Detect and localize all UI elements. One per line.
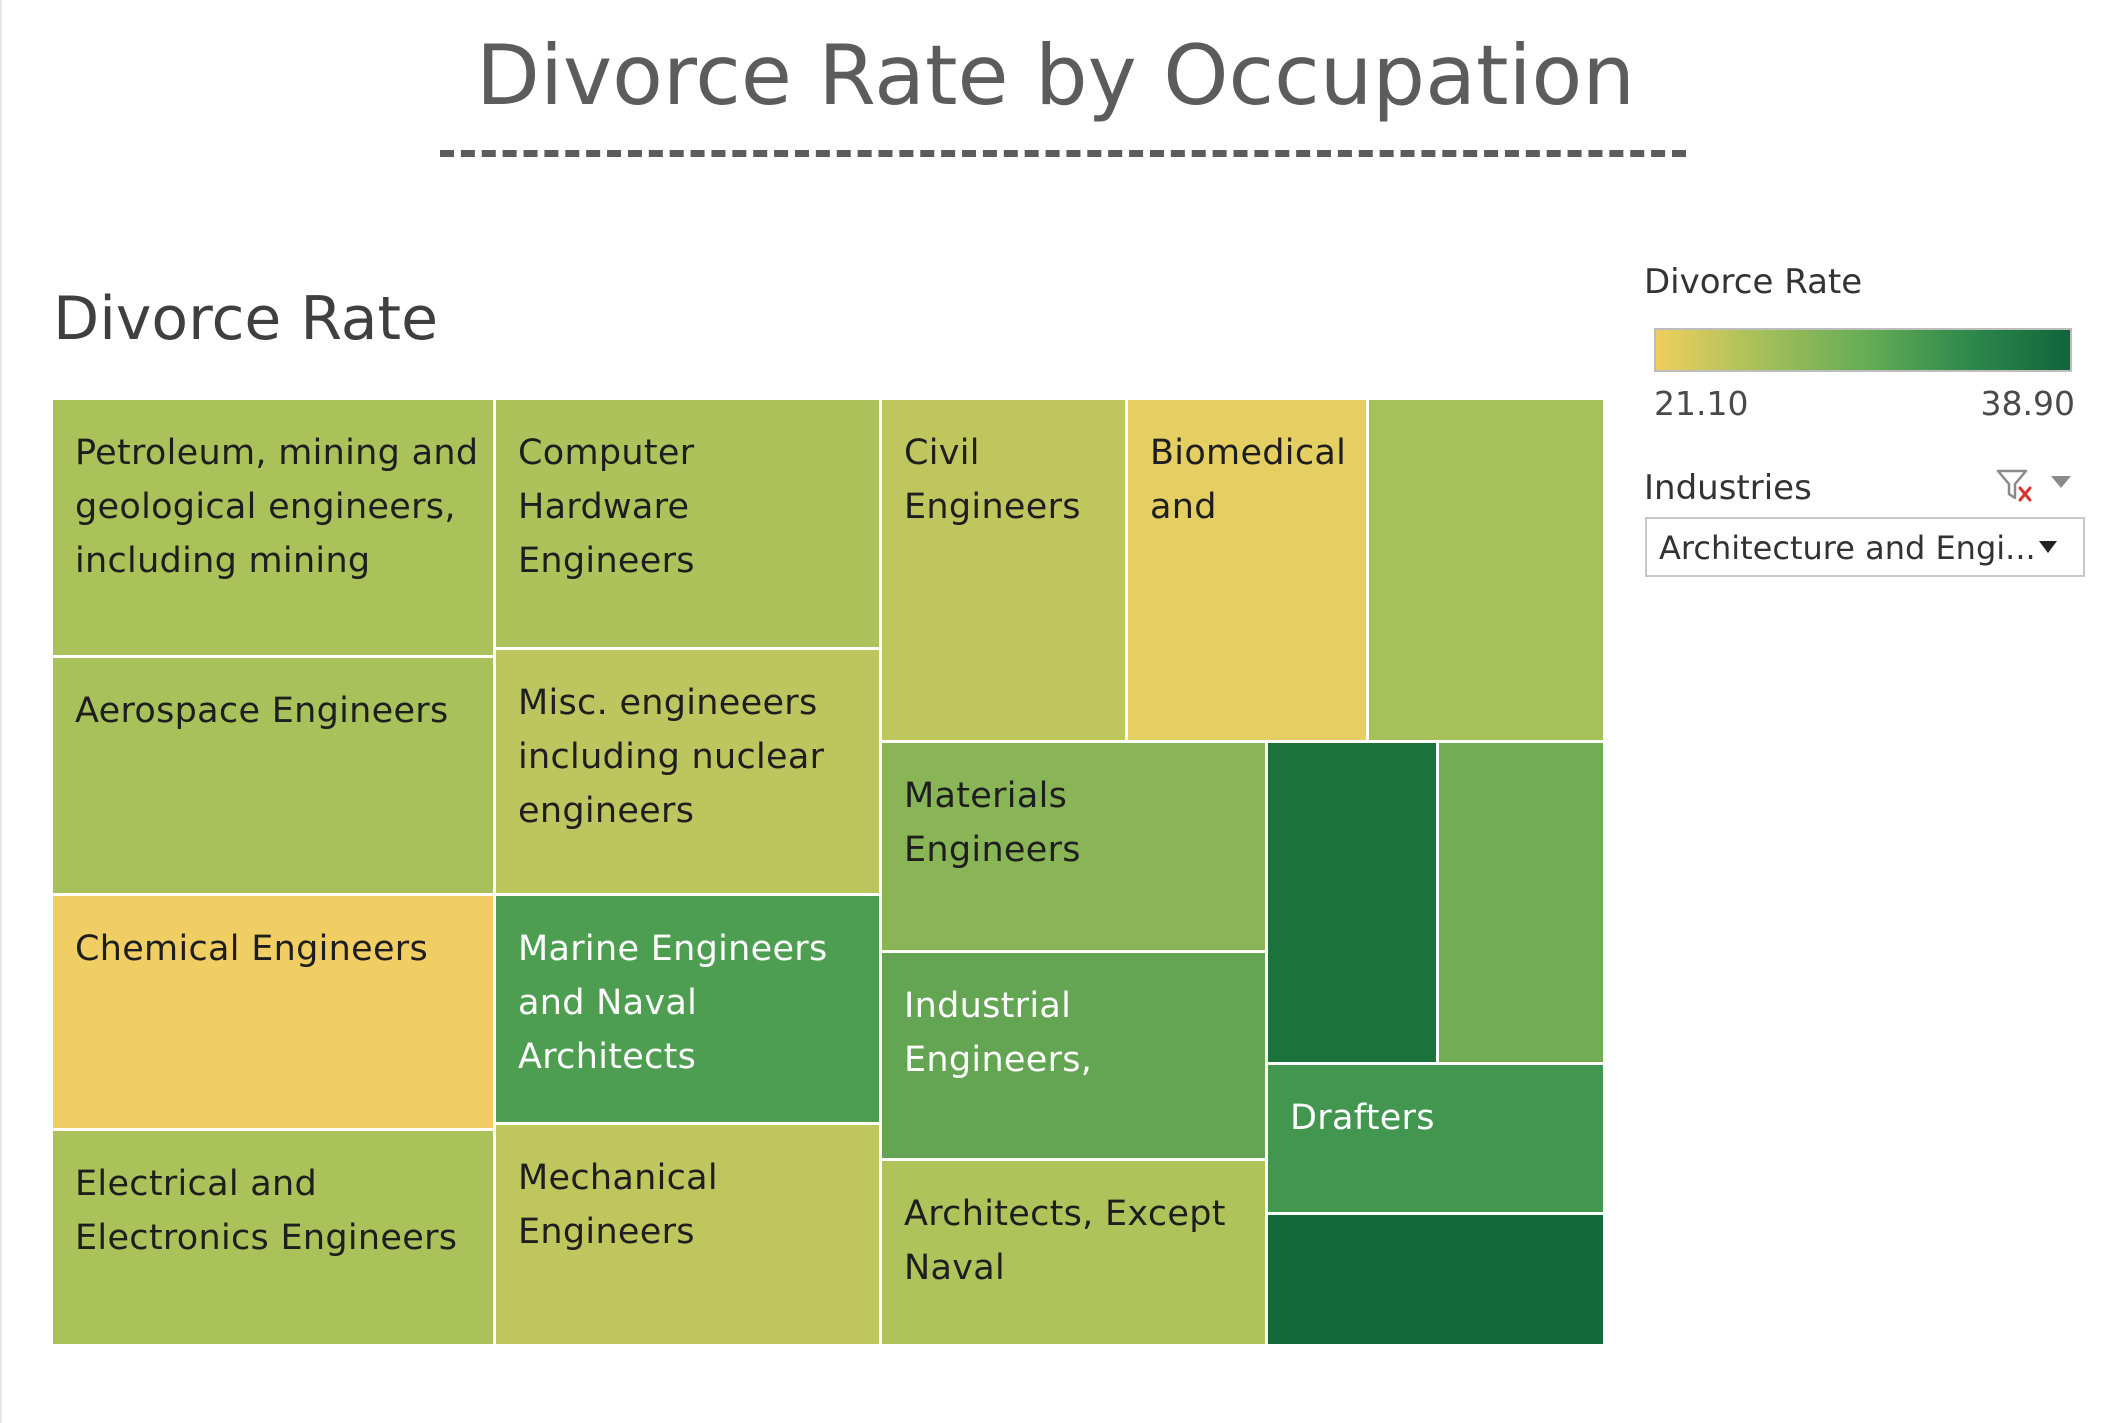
treemap-tile[interactable] — [1268, 743, 1439, 1065]
treemap-tile[interactable]: Drafters — [1268, 1065, 1606, 1215]
chevron-down-icon[interactable] — [2050, 474, 2072, 490]
dashboard-title: Divorce Rate by Occupation — [476, 27, 1635, 124]
title-divider — [440, 150, 1686, 157]
treemap-tile-label: Petroleum, mining and geological enginee… — [75, 433, 479, 581]
industries-filter-title: Industries — [1644, 468, 1812, 508]
color-legend-max: 38.90 — [1980, 384, 2075, 423]
color-legend-gradient — [1654, 328, 2072, 372]
treemap-tile[interactable]: Marine Engineers and Naval Architects — [496, 896, 882, 1125]
treemap-tile-label: Drafters — [1290, 1098, 1435, 1138]
treemap-tile[interactable]: Chemical Engineers — [53, 896, 496, 1131]
treemap-tile[interactable]: Petroleum, mining and geological enginee… — [53, 400, 496, 658]
treemap-tile[interactable] — [1369, 400, 1606, 743]
treemap-tile-label: Aerospace Engineers — [75, 691, 449, 731]
treemap-tile[interactable]: Computer Hardware Engineers — [496, 400, 882, 650]
treemap-tile[interactable]: Electrical and Electronics Engineers — [53, 1131, 496, 1347]
treemap-tile[interactable]: Materials Engineers — [882, 743, 1268, 953]
treemap-tile[interactable]: Industrial Engineers, — [882, 953, 1268, 1161]
left-border — [0, 0, 2, 1423]
industries-filter-dropdown[interactable]: Architecture and Engi... — [1645, 517, 2085, 577]
treemap-tile-label: Civil Engineers — [904, 433, 1081, 527]
color-legend-min: 21.10 — [1654, 384, 1749, 423]
treemap-tile[interactable]: Mechanical Engineers — [496, 1125, 882, 1347]
treemap-tile-label: Materials Engineers — [904, 776, 1081, 870]
treemap-tile[interactable]: Aerospace Engineers — [53, 658, 496, 896]
treemap-tile[interactable]: Misc. engineeers including nuclear engin… — [496, 650, 882, 896]
sheet-title: Divorce Rate — [53, 284, 438, 354]
treemap-tile[interactable]: Civil Engineers — [882, 400, 1128, 743]
treemap-tile[interactable]: Architects, Except Naval — [882, 1161, 1268, 1347]
treemap-tile-label: Biomedical and — [1150, 433, 1347, 527]
industries-filter-value: Architecture and Engi... — [1659, 529, 2036, 567]
treemap-tile-label: Mechanical Engineers — [518, 1158, 718, 1252]
treemap-tile-label: Chemical Engineers — [75, 929, 429, 969]
treemap-tile[interactable] — [1439, 743, 1606, 1065]
treemap-tile[interactable] — [1268, 1215, 1606, 1347]
treemap-tile-label: Misc. engineeers including nuclear engin… — [518, 683, 825, 831]
treemap-tile-label: Marine Engineers and Naval Architects — [518, 929, 828, 1077]
dropdown-arrow-icon — [2039, 541, 2057, 553]
treemap-tile-label: Architects, Except Naval — [904, 1194, 1226, 1288]
filter-clear-icon[interactable] — [1996, 468, 2036, 504]
color-legend-title: Divorce Rate — [1644, 262, 1863, 302]
treemap-tile-label: Electrical and Electronics Engineers — [75, 1164, 458, 1258]
treemap-tile-label: Industrial Engineers, — [904, 986, 1093, 1080]
treemap-chart: Petroleum, mining and geological enginee… — [53, 400, 1606, 1347]
treemap-tile-label: Computer Hardware Engineers — [518, 433, 695, 581]
treemap-tile[interactable]: Biomedical and — [1128, 400, 1369, 743]
